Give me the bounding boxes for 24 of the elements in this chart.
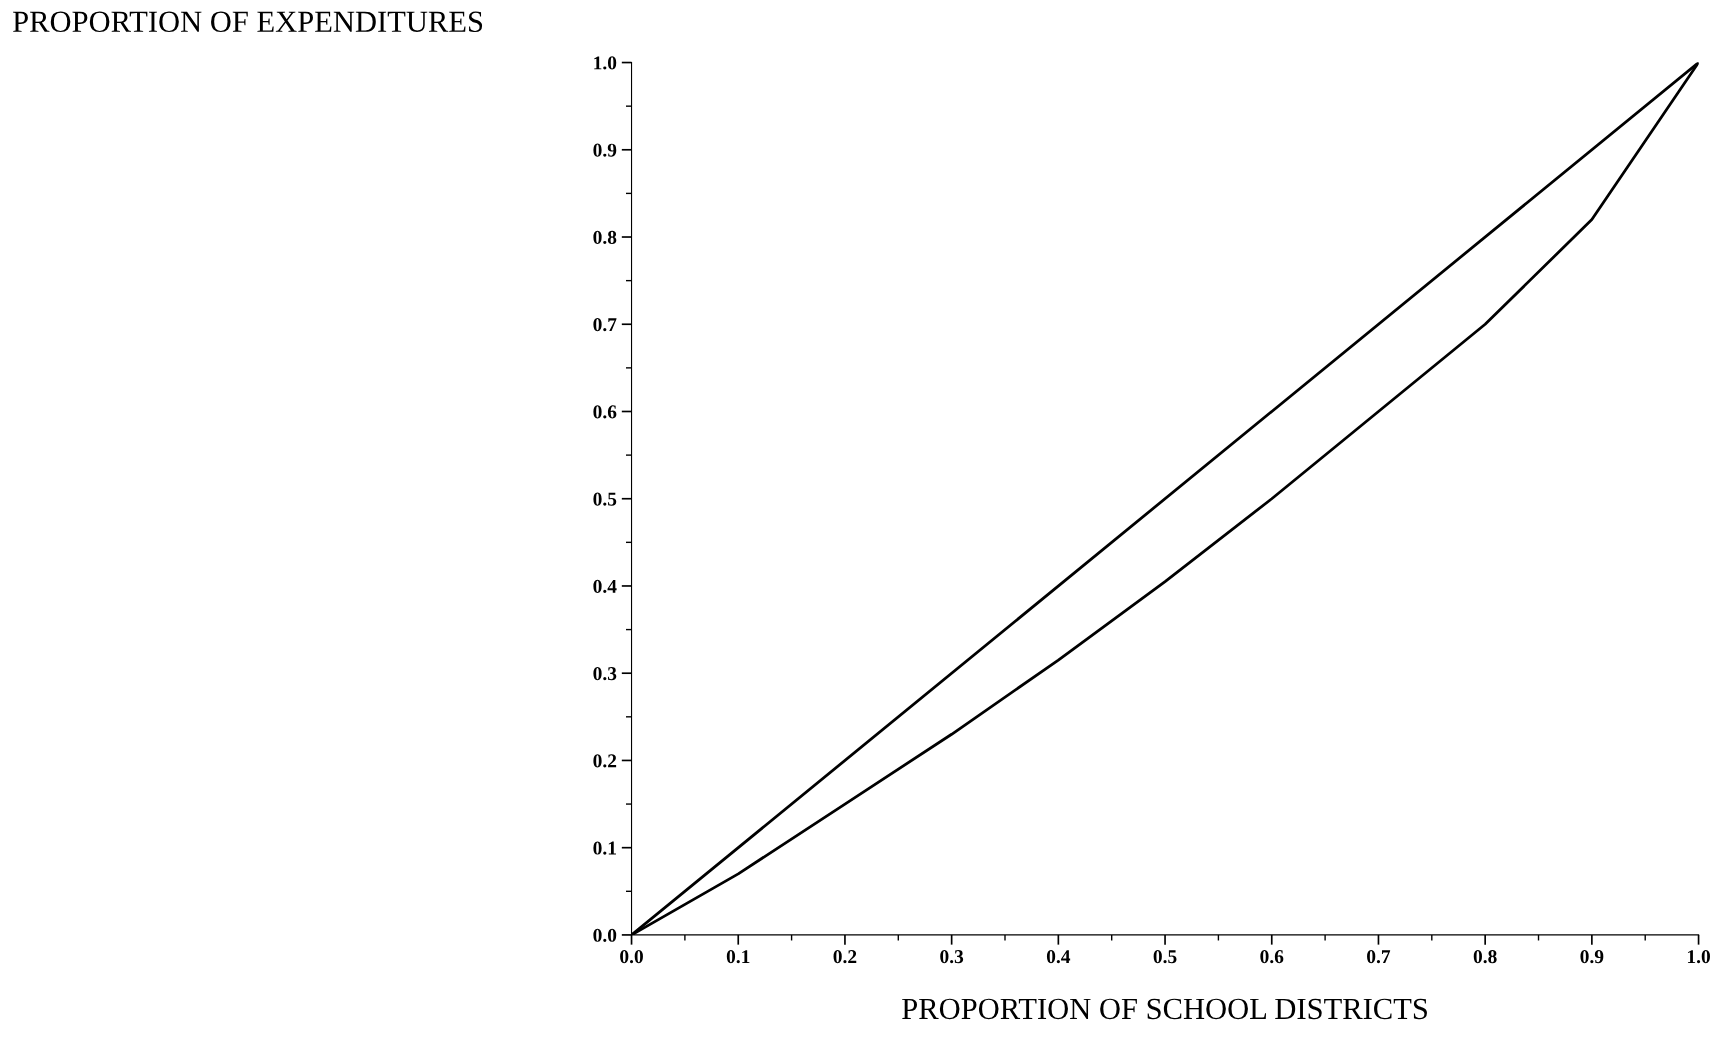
x-tick-label: 0.7 xyxy=(1367,950,1391,964)
x-tick-label: 1.0 xyxy=(1687,950,1710,964)
x-tick-label: 0.8 xyxy=(1473,950,1497,964)
y-axis-title: PROPORTION OF EXPENDITURES xyxy=(13,11,483,33)
y-tick-label: 1.0 xyxy=(594,56,617,70)
y-tick-label: 0.0 xyxy=(593,928,617,942)
x-tick-label: 0.1 xyxy=(726,950,750,964)
y-tick-label: 0.9 xyxy=(593,143,617,157)
y-tick-label: 0.5 xyxy=(593,492,617,506)
y-tick-label: 0.4 xyxy=(593,579,617,593)
x-tick-label: 0.5 xyxy=(1153,950,1177,964)
x-tick-label: 0.0 xyxy=(620,950,643,964)
y-tick-label: 0.1 xyxy=(593,841,616,855)
x-tick-label: 0.2 xyxy=(833,950,857,964)
y-tick-label: 0.2 xyxy=(593,754,617,768)
x-tick-label: 0.6 xyxy=(1260,950,1284,964)
x-tick-label: 0.4 xyxy=(1046,950,1071,964)
y-tick-label: 0.8 xyxy=(593,230,617,245)
y-tick-label: 0.7 xyxy=(593,318,617,332)
y-tick-label: 0.3 xyxy=(593,667,617,681)
x-tick-label: 0.9 xyxy=(1580,950,1604,964)
x-axis-title: PROPORTION OF SCHOOL DISTRICTS xyxy=(902,998,1427,1020)
x-tick-label: 0.3 xyxy=(940,950,964,964)
y-tick-label: 0.6 xyxy=(593,405,617,419)
